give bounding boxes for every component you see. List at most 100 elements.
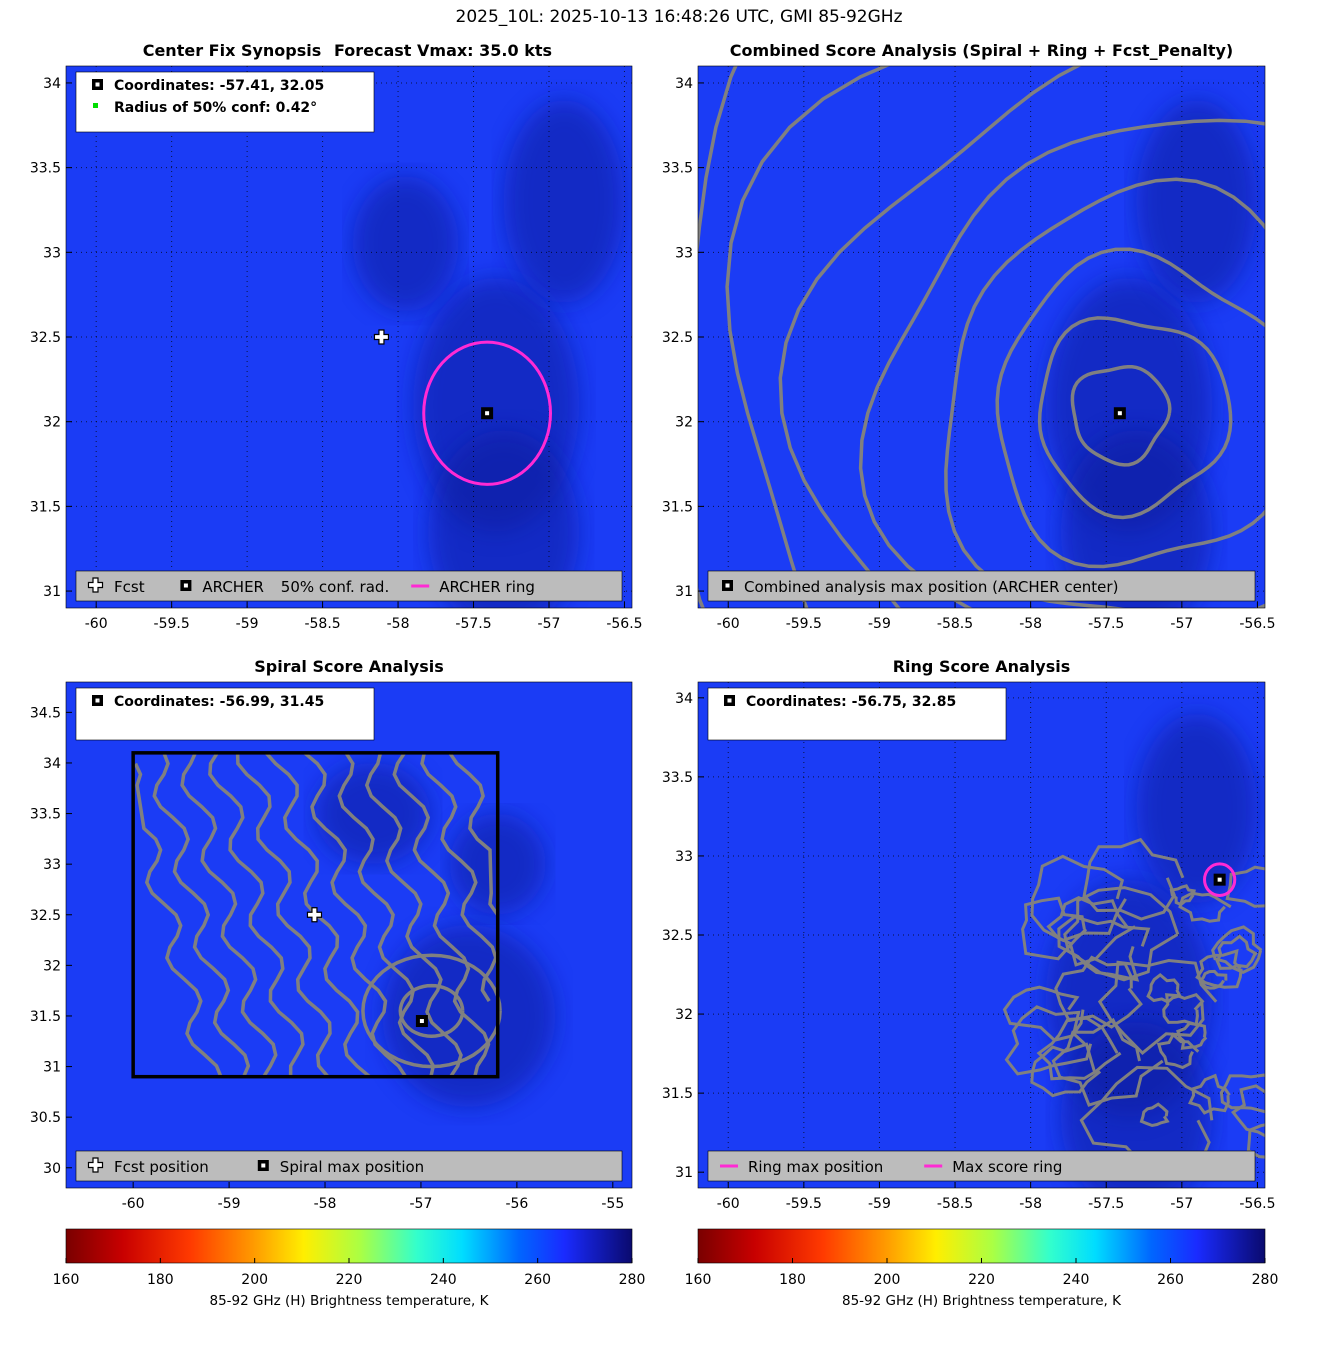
dark-region: [503, 99, 625, 304]
colorbar-tick-label: 200: [874, 1272, 901, 1288]
panel-subtitle: Forecast Vmax: 35.0 kts: [334, 41, 552, 60]
x-tick-label: -59.5: [786, 616, 822, 632]
info-center-marker-dot: [727, 698, 732, 703]
search-box: [131, 751, 500, 1079]
dark-region: [428, 430, 580, 608]
y-tick-label: 30: [43, 1161, 61, 1177]
score-contour: [1036, 1016, 1122, 1081]
colorbar-tick-label: 200: [241, 1272, 268, 1288]
x-tick-label: -57: [1170, 1196, 1193, 1212]
score-contour: [448, 751, 500, 916]
score-contour: [208, 751, 305, 1077]
colorbar-gradient: [697, 1228, 1266, 1264]
score-contour: [364, 752, 463, 1078]
y-tick-label: 32: [675, 415, 693, 431]
y-tick-label: 32.5: [662, 330, 693, 346]
y-tick-label: 32: [43, 958, 61, 974]
y-tick-label: 32: [675, 1007, 693, 1023]
score-contour: [1225, 865, 1265, 908]
center-marker-dot: [1117, 411, 1122, 416]
score-contour: [398, 983, 465, 1038]
ring-score-panel: -60 -59.5 -59 -58.5 -58 -57.5 -57 -56.5 31 31.5 32…: [662, 657, 1276, 1212]
x-tick-label: -58.5: [937, 1196, 973, 1212]
x-tick-label: -56.5: [1239, 1196, 1275, 1212]
info-line: Coordinates: -56.75, 32.85: [746, 694, 956, 710]
score-contour: [1188, 1073, 1231, 1115]
score-contour: [1037, 316, 1233, 520]
info-box: [75, 687, 375, 741]
legend-center-icon-dot: [261, 1163, 266, 1168]
info-line: Coordinates: -57.41, 32.05: [114, 78, 324, 94]
score-contour: [180, 752, 278, 1078]
x-tick-label: -57: [1170, 616, 1193, 632]
contour-group: [698, 66, 1265, 608]
spiral-score-panel: -60 -59 -58 -57 -56 -55 30 30.5 31 31.5 32 32.5 33 33…: [30, 657, 633, 1212]
colorbar-tick-label: 160: [685, 1272, 712, 1288]
legend-box: [707, 1150, 1256, 1182]
score-contour: [725, 66, 891, 608]
x-tick-label: -58: [314, 1196, 337, 1212]
colorbar-tick-label: 220: [968, 1272, 995, 1288]
score-contour: [1030, 1042, 1102, 1098]
x-tick-label: -58: [1019, 1196, 1042, 1212]
score-contour: [1139, 1102, 1170, 1128]
field-texture: [352, 99, 625, 608]
panel-title: Combined Score Analysis (Spiral + Ring +…: [730, 41, 1233, 60]
legend-center-icon-dot: [725, 583, 730, 588]
score-contour: [1146, 972, 1182, 1004]
x-tick-label: -58: [1019, 616, 1042, 632]
y-tick-label: 31.5: [30, 1009, 61, 1025]
colorbar-tick-label: 260: [524, 1272, 551, 1288]
fcst-position-marker: [306, 907, 323, 923]
score-contour: [235, 752, 332, 1078]
colorbar-left: 160 180 200 220 240 260 280 85-92 GHz (H) Brigh…: [53, 1228, 646, 1309]
score-contour: [1169, 884, 1196, 907]
colorbar-tick-label: 160: [53, 1272, 80, 1288]
y-tick-label: 32.5: [30, 330, 61, 346]
y-tick-label: 31: [675, 584, 693, 600]
x-tick-label: -58.5: [937, 616, 973, 632]
x-tick-label: -56.5: [1239, 616, 1275, 632]
contour-group: [133, 751, 502, 1079]
y-tick-label: 33: [675, 245, 693, 261]
score-contour: [1030, 854, 1127, 943]
x-tick-label: -56.5: [606, 616, 642, 632]
brightness-field: [66, 682, 632, 1188]
legend-label: 50% conf. rad.: [281, 578, 389, 596]
score-contour: [1082, 837, 1185, 921]
x-tick-label: -60: [85, 616, 108, 632]
score-contour: [1004, 1005, 1093, 1076]
score-contour: [420, 752, 498, 1003]
figure-title: 2025_10L: 2025-10-13 16:48:26 UTC, GMI 8…: [456, 7, 903, 27]
score-contour: [1070, 364, 1172, 467]
colorbar-label: 85-92 GHz (H) Brightness temperature, K: [210, 1293, 490, 1309]
legend-label: ARCHER ring: [439, 578, 535, 596]
x-tick-label: -59: [236, 616, 259, 632]
colorbar-tick-label: 180: [779, 1272, 806, 1288]
score-contour: [1219, 1073, 1265, 1114]
score-contour: [133, 762, 223, 1078]
x-tick-label: -59: [868, 1196, 891, 1212]
x-tick-label: -57: [410, 1196, 433, 1212]
score-contour: [1054, 955, 1143, 1029]
colorbar-tick-label: 280: [619, 1272, 646, 1288]
info-center-marker-dot: [95, 82, 100, 87]
y-tick-label: 32.5: [30, 908, 61, 924]
colorbar-tick-label: 180: [147, 1272, 174, 1288]
info-box: [707, 687, 1007, 741]
center-fix-panel: -60 -59.5 -59 -58.5 -58 -57.5 -57 -56.5 31 31.5 32…: [30, 41, 643, 632]
colorbar-gradient: [65, 1228, 633, 1264]
legend-label: Combined analysis max position (ARCHER c…: [744, 578, 1118, 596]
y-tick-label: 33.5: [30, 161, 61, 177]
colorbar-right: 160 180 200 220 240 260 280 85-92 GHz (H) Brigh…: [685, 1228, 1278, 1309]
legend-fcst-icon: [87, 577, 104, 593]
y-tick-label: 31: [43, 584, 61, 600]
score-contour: [1057, 915, 1151, 982]
dark-region: [1060, 430, 1213, 608]
y-tick-label: 34: [675, 691, 693, 707]
y-tick-label: 34.5: [30, 705, 61, 721]
colorbar-tick-label: 240: [1063, 1272, 1090, 1288]
info-conf-marker: [93, 103, 98, 108]
archer-ring: [422, 340, 552, 486]
